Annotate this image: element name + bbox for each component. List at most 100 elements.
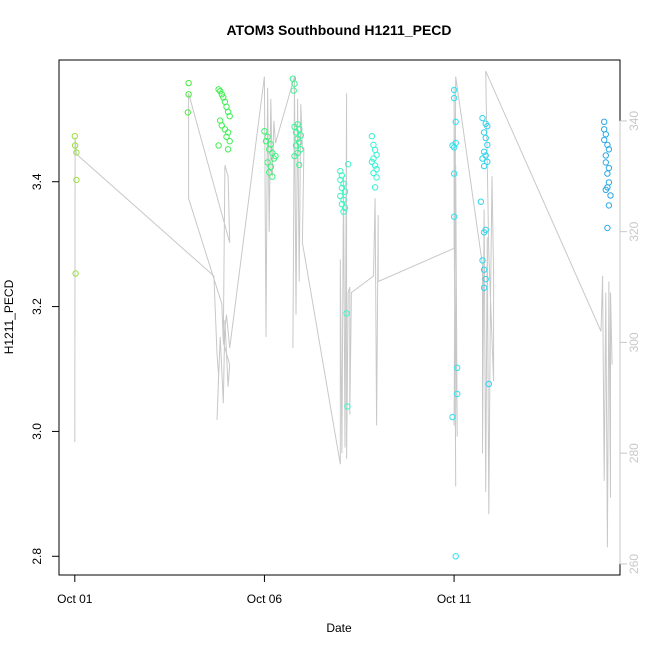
data-point bbox=[266, 169, 273, 176]
y-axis-left: 2.8 3.0 3.2 3.4 bbox=[30, 173, 60, 565]
data-point bbox=[337, 176, 344, 184]
data-point bbox=[337, 192, 344, 200]
data-point bbox=[604, 170, 611, 177]
plot-frame bbox=[58, 59, 621, 576]
data-point bbox=[371, 184, 379, 191]
x-tick-label: Oct 01 bbox=[57, 592, 93, 606]
data-point bbox=[477, 198, 485, 205]
data-point bbox=[373, 174, 380, 181]
y-tick-label: 3.2 bbox=[30, 298, 44, 315]
data-point bbox=[294, 135, 301, 142]
x-tick-label: Oct 06 bbox=[247, 592, 283, 606]
data-point bbox=[71, 133, 79, 140]
data-point bbox=[292, 129, 300, 136]
data-point bbox=[184, 109, 192, 116]
data-point bbox=[480, 229, 488, 236]
data-point bbox=[479, 114, 486, 122]
data-point bbox=[601, 118, 608, 126]
data-point bbox=[269, 173, 276, 180]
data-point bbox=[480, 129, 488, 136]
data-point bbox=[484, 141, 491, 149]
data-point bbox=[264, 159, 271, 166]
data-point bbox=[185, 79, 192, 87]
data-point bbox=[291, 152, 298, 160]
data-point bbox=[292, 142, 300, 149]
data-point bbox=[482, 275, 489, 283]
data-point bbox=[450, 170, 458, 177]
x-axis: Oct 01 Oct 06 Oct 11 bbox=[57, 574, 472, 606]
data-point bbox=[290, 87, 297, 94]
data-point bbox=[449, 413, 456, 421]
data-point bbox=[368, 133, 376, 140]
data-point bbox=[480, 162, 488, 170]
y-axis-label: H1211_PECD bbox=[2, 279, 16, 354]
data-point bbox=[71, 142, 79, 149]
data-point bbox=[341, 188, 349, 195]
data-point bbox=[604, 141, 611, 149]
data-point bbox=[602, 152, 609, 159]
data-point bbox=[226, 113, 233, 120]
y-tick-label: 2.8 bbox=[30, 548, 44, 565]
data-point bbox=[373, 151, 380, 159]
data-point bbox=[485, 380, 492, 388]
data-point bbox=[343, 310, 350, 317]
y-axis-right: 260 280 300 320 340 bbox=[619, 111, 641, 574]
data-point bbox=[218, 122, 226, 129]
data-point bbox=[262, 138, 270, 145]
data-point bbox=[450, 94, 458, 102]
data-point bbox=[296, 161, 303, 169]
data-point bbox=[267, 163, 274, 170]
data-point bbox=[479, 155, 486, 162]
data-point bbox=[72, 270, 79, 277]
data-point bbox=[454, 390, 461, 398]
data-point bbox=[452, 553, 459, 560]
data-point bbox=[604, 224, 611, 232]
data-point bbox=[338, 184, 346, 192]
data-point bbox=[452, 118, 459, 126]
data-point bbox=[602, 131, 609, 138]
data-point bbox=[291, 123, 298, 131]
data-point bbox=[73, 149, 80, 156]
data-point bbox=[344, 403, 351, 410]
x-axis-label: Date bbox=[326, 621, 352, 635]
data-point bbox=[266, 146, 273, 153]
data-point bbox=[215, 142, 222, 149]
data-point bbox=[373, 166, 380, 173]
data-point bbox=[368, 158, 376, 166]
points-layer bbox=[71, 75, 614, 560]
data-point bbox=[341, 204, 349, 212]
y-tick-label: 3.0 bbox=[30, 423, 44, 440]
data-point bbox=[224, 146, 232, 153]
data-point bbox=[340, 208, 347, 215]
data-point bbox=[297, 146, 304, 153]
y2-tick-label: 260 bbox=[627, 554, 641, 574]
data-point bbox=[370, 169, 377, 177]
data-point bbox=[215, 86, 222, 93]
data-point bbox=[221, 126, 229, 133]
data-point bbox=[73, 176, 80, 184]
data-point bbox=[291, 80, 298, 87]
data-point bbox=[218, 91, 226, 98]
y2-tick-label: 280 bbox=[627, 443, 641, 463]
data-point bbox=[450, 86, 458, 94]
data-point bbox=[484, 123, 491, 130]
data-point bbox=[454, 364, 461, 371]
data-point bbox=[223, 133, 230, 141]
data-point bbox=[371, 162, 379, 169]
data-point bbox=[297, 132, 304, 139]
data-point bbox=[220, 94, 227, 101]
x-tick-label: Oct 11 bbox=[437, 592, 472, 606]
y2-tick-label: 340 bbox=[627, 111, 641, 131]
data-point bbox=[270, 155, 278, 162]
data-point bbox=[450, 213, 458, 220]
data-point bbox=[480, 284, 488, 291]
data-point bbox=[185, 91, 192, 98]
data-point bbox=[370, 155, 377, 162]
y2-tick-label: 300 bbox=[627, 332, 641, 352]
data-point bbox=[480, 266, 488, 273]
data-point bbox=[602, 186, 609, 194]
data-point bbox=[226, 138, 233, 145]
secondary-series-line bbox=[74, 70, 613, 548]
y2-tick-label: 320 bbox=[627, 221, 641, 241]
